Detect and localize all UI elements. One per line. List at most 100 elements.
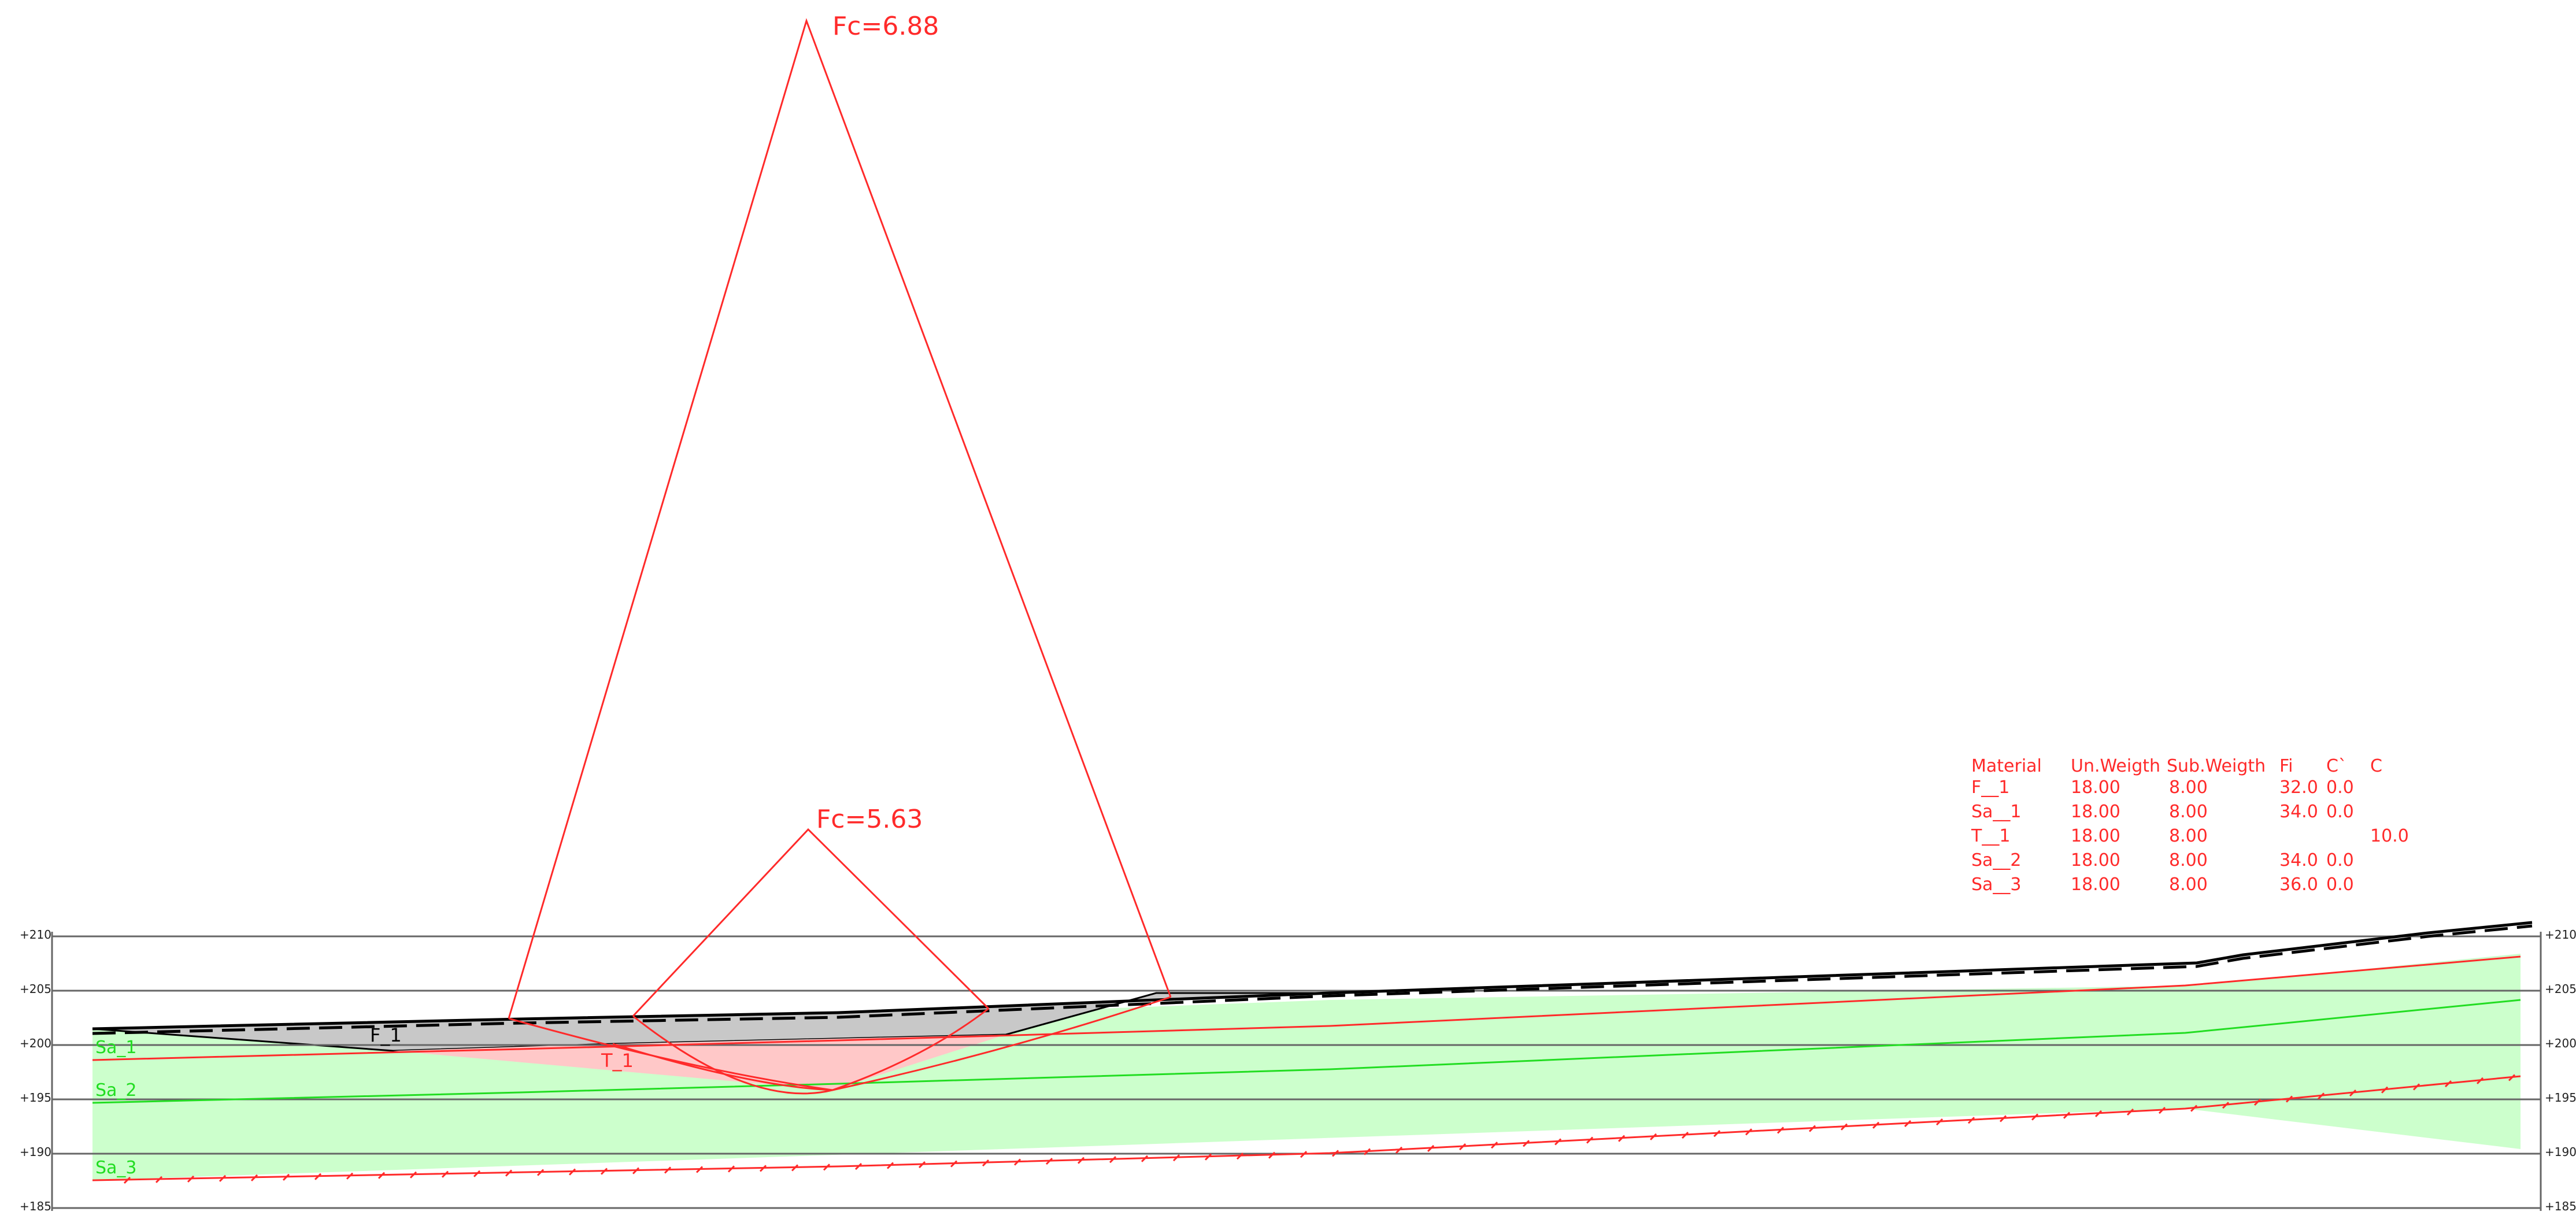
ground-surface [92, 921, 2533, 1031]
bedrock-tick [1967, 1117, 1975, 1124]
bedrock-tick [1808, 1125, 1816, 1132]
table-cell-fi: 36.0 [2279, 875, 2318, 895]
bedrock-tick [2158, 1107, 2166, 1114]
bedrock-tick [536, 1169, 545, 1176]
table-cell-unit-weight: 18.00 [2071, 777, 2120, 798]
table-cell-sub-weight: 8.00 [2169, 826, 2208, 846]
table-cell-material: Sa__1 [1971, 802, 2022, 822]
bedrock-tick [187, 1175, 195, 1183]
bedrock-tick [1013, 1158, 1021, 1166]
bedrock-tick [854, 1162, 863, 1170]
bedrock-tick [1268, 1151, 1276, 1159]
table-row: F__1 18.00 8.00 32.0 0.0 [1971, 777, 2354, 798]
bedrock-tick [1618, 1135, 1626, 1142]
bedrock-tick [250, 1174, 258, 1181]
table-cell-material: F__1 [1971, 777, 2009, 798]
bedrock-tick [219, 1174, 227, 1182]
bedrock-tick [1554, 1138, 1562, 1146]
sand-layers-fill [92, 954, 2521, 1180]
bedrock-tick [2412, 1083, 2420, 1091]
bedrock-tick [1141, 1155, 1149, 1162]
table-header-fi: Fi [2279, 756, 2293, 776]
table-cell-c-prime: 0.0 [2326, 777, 2354, 798]
bedrock-tick [2031, 1113, 2039, 1121]
bedrock-tick [1395, 1146, 1403, 1154]
bedrock-tick [1427, 1144, 1435, 1152]
bedrock-tick [1236, 1153, 1244, 1160]
table-cell-c: 10.0 [2370, 826, 2409, 846]
material-table-header: Material Un.Weigth Sub.Weigth Fi C` C [1971, 756, 2382, 776]
bedrock-hatch [123, 1074, 2516, 1184]
table-cell-sub-weight: 8.00 [2169, 875, 2208, 895]
table-header-unit-weight: Un.Weigth [2071, 756, 2160, 776]
elev-label: +185 [2545, 1199, 2576, 1213]
elev-label: +195 [2545, 1091, 2576, 1105]
bedrock-tick [282, 1173, 290, 1181]
bedrock-tick [1109, 1156, 1117, 1164]
bedrock-tick [1872, 1121, 1880, 1129]
bedrock-tick [1172, 1154, 1180, 1162]
bedrock-tick [823, 1164, 831, 1171]
bedrock-tick [346, 1172, 354, 1180]
bedrock-tick [2222, 1102, 2230, 1109]
bedrock-tick [1681, 1131, 1689, 1139]
material-table: Material Un.Weigth Sub.Weigth Fi C` C F_… [1971, 756, 2409, 895]
bedrock-tick [473, 1170, 481, 1177]
boundary-sa2-sa3 [92, 999, 2521, 1104]
bedrock-tick [759, 1165, 767, 1172]
bedrock-tick [1586, 1136, 1594, 1144]
table-header-c: C [2370, 756, 2382, 776]
bedrock-tick [1649, 1133, 1657, 1140]
table-header-sub-weight: Sub.Weigth [2167, 756, 2266, 776]
slip-surface-lower [632, 828, 990, 1095]
table-cell-c-prime: 0.0 [2326, 875, 2354, 895]
bedrock-tick [695, 1166, 704, 1173]
elevation-labels-left: +210 +205 +200 +195 +190 +185 [20, 928, 51, 1213]
table-cell-fi: 34.0 [2279, 850, 2318, 870]
bedrock-tick [1045, 1158, 1053, 1165]
boundary-sa1-sa2 [92, 955, 2521, 1061]
bedrock-tick [1840, 1123, 1848, 1131]
table-cell-unit-weight: 18.00 [2071, 875, 2120, 895]
layer-label-sa3: Sa_3 [95, 1158, 137, 1178]
bedrock-tick [727, 1165, 735, 1173]
bedrock-tick [2253, 1098, 2262, 1106]
bedrock-tick [1522, 1140, 1530, 1147]
bedrock-tick [982, 1159, 990, 1167]
table-cell-unit-weight: 18.00 [2071, 802, 2120, 822]
table-row: Sa__3 18.00 8.00 36.0 0.0 [1971, 875, 2354, 895]
fc-upper-label: Fc=6.88 [832, 12, 939, 41]
elev-label: +190 [2545, 1145, 2576, 1159]
bedrock-tick [791, 1164, 799, 1172]
bedrock-tick [2444, 1080, 2452, 1088]
table-row: Sa__1 18.00 8.00 34.0 0.0 [1971, 802, 2354, 822]
bedrock-tick [377, 1172, 386, 1179]
bedrock-tick [1300, 1151, 1308, 1158]
table-cell-fi: 32.0 [2279, 777, 2318, 798]
bedrock-tick [2317, 1092, 2325, 1100]
bedrock-tick [2349, 1089, 2357, 1097]
bedrock-tick [1490, 1142, 1498, 1149]
table-cell-sub-weight: 8.00 [2169, 850, 2208, 870]
table-header-material: Material [1971, 756, 2042, 776]
bedrock-tick [1204, 1153, 1212, 1161]
bedrock-tick [409, 1171, 417, 1179]
layer-label-sa2: Sa_2 [95, 1080, 137, 1101]
table-cell-fi: 34.0 [2279, 802, 2318, 822]
layer-label-t1: T_1 [601, 1050, 634, 1072]
table-cell-material: T__1 [1971, 826, 2010, 846]
elev-label: +185 [20, 1199, 51, 1213]
table-cell-unit-weight: 18.00 [2071, 826, 2120, 846]
elevation-labels-right: +210 +205 +200 +195 +190 +185 [2545, 928, 2576, 1213]
bedrock-tick [2285, 1095, 2293, 1103]
bedrock-tick [1745, 1128, 1753, 1136]
bedrock-tick [2126, 1108, 2134, 1116]
bedrock-tick [918, 1161, 926, 1169]
bedrock-tick [2094, 1110, 2103, 1117]
bedrock-tick [2508, 1074, 2516, 1081]
bedrock-tick [441, 1170, 449, 1178]
table-row: Sa__2 18.00 8.00 34.0 0.0 [1971, 850, 2354, 870]
table-cell-c-prime: 0.0 [2326, 850, 2354, 870]
